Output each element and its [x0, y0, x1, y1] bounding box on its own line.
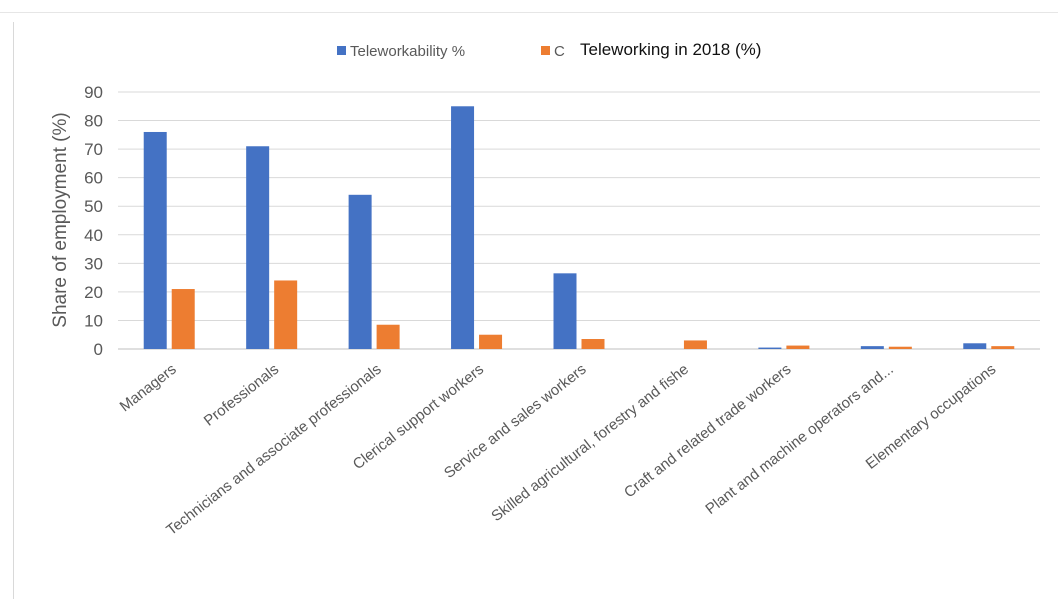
legend-swatch-teleworking-2018 — [541, 46, 550, 55]
legend-label-teleworking-2018-partial: C — [554, 43, 565, 60]
left-border — [13, 22, 14, 599]
bar-teleworking-2018 — [888, 346, 912, 349]
legend-overlay-label: Teleworking in 2018 (%) — [572, 36, 768, 64]
x-tick-label: Skilled agricultural, forestry and fishe — [488, 361, 692, 525]
legend: Teleworkability % C — [337, 43, 565, 60]
bar-teleworkability — [143, 131, 167, 349]
bar-teleworkability — [451, 106, 475, 350]
x-tick-label: Managers — [117, 361, 180, 415]
top-separator — [0, 12, 1058, 13]
bar-teleworking-2018 — [786, 345, 810, 349]
y-tick-label: 0 — [94, 340, 103, 359]
y-axis-title: Share of employment (%) — [50, 112, 71, 327]
bar-teleworking-2018 — [991, 346, 1015, 349]
x-tick-label: Technicians and associate professionals — [163, 361, 384, 539]
y-tick-label: 70 — [84, 140, 103, 159]
y-tick-label: 30 — [84, 254, 103, 273]
y-tick-label: 40 — [84, 226, 103, 245]
bar-teleworking-2018 — [479, 334, 503, 349]
y-tick-label: 80 — [84, 112, 103, 131]
bars-group — [143, 106, 1015, 350]
bar-teleworking-2018 — [683, 340, 707, 349]
bar-teleworking-2018 — [581, 339, 605, 349]
bar-teleworkability — [758, 347, 782, 349]
bar-teleworkability — [348, 194, 372, 349]
y-tick-label: 20 — [84, 283, 103, 302]
legend-label-teleworkability: Teleworkability % — [350, 43, 465, 60]
bar-teleworking-2018 — [376, 324, 400, 349]
bar-teleworkability — [860, 346, 884, 349]
bar-teleworking-2018 — [171, 289, 195, 349]
y-axis-tick-labels: 0 10 20 30 40 50 60 70 80 90 — [84, 83, 103, 359]
y-tick-label: 90 — [84, 83, 103, 102]
gridlines — [118, 91, 1040, 350]
x-tick-label: Craft and related trade workers — [621, 361, 794, 502]
bar-teleworkability — [963, 343, 987, 349]
x-tick-label: Plant and machine operators and... — [702, 361, 896, 518]
y-tick-label: 60 — [84, 169, 103, 188]
bar-teleworking-2018 — [274, 280, 298, 349]
y-tick-label: 10 — [84, 311, 103, 330]
bar-teleworkability — [553, 273, 577, 349]
bar-teleworkability — [246, 146, 270, 349]
x-tick-label: Professionals — [201, 361, 282, 430]
legend-swatch-teleworkability — [337, 46, 346, 55]
y-tick-label: 50 — [84, 197, 103, 216]
